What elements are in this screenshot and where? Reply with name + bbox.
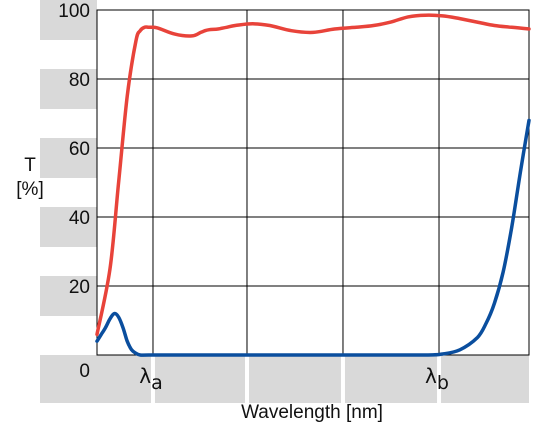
x-band-separator xyxy=(150,355,155,403)
y-tick-label: 60 xyxy=(69,139,90,160)
y-tick-label: 80 xyxy=(69,70,90,91)
y-axis-unit: [%] xyxy=(16,179,43,200)
x-band-separator xyxy=(437,355,442,403)
x-tick-label-lambda-b: λb xyxy=(425,364,449,394)
tick-label-bands xyxy=(40,0,529,403)
tick-labels: 0 20 40 60 80 100 λa λb xyxy=(58,1,449,394)
y-tick-label: 100 xyxy=(58,1,90,22)
y-axis-symbol: T xyxy=(24,155,36,176)
x-band-separator xyxy=(244,355,249,403)
y-tick-band xyxy=(40,0,97,40)
y-tick-band xyxy=(40,276,97,316)
plot-frame xyxy=(96,9,530,356)
data-series xyxy=(95,13,531,357)
x-tick-label-lambda-a: λa xyxy=(139,364,163,394)
x-axis-label: Wavelength [nm] xyxy=(241,402,383,423)
y-tick-label: 0 xyxy=(79,361,90,382)
y-tick-band xyxy=(40,69,97,109)
series-line-red xyxy=(95,13,531,337)
series-line-blue xyxy=(95,118,531,357)
y-tick-band xyxy=(40,138,97,178)
y-tick-band xyxy=(40,207,97,247)
x-tick-band xyxy=(40,355,529,403)
y-tick-label: 40 xyxy=(69,208,90,229)
y-tick-label: 20 xyxy=(69,277,90,298)
x-band-separator xyxy=(340,355,345,403)
gridlines xyxy=(96,9,530,356)
